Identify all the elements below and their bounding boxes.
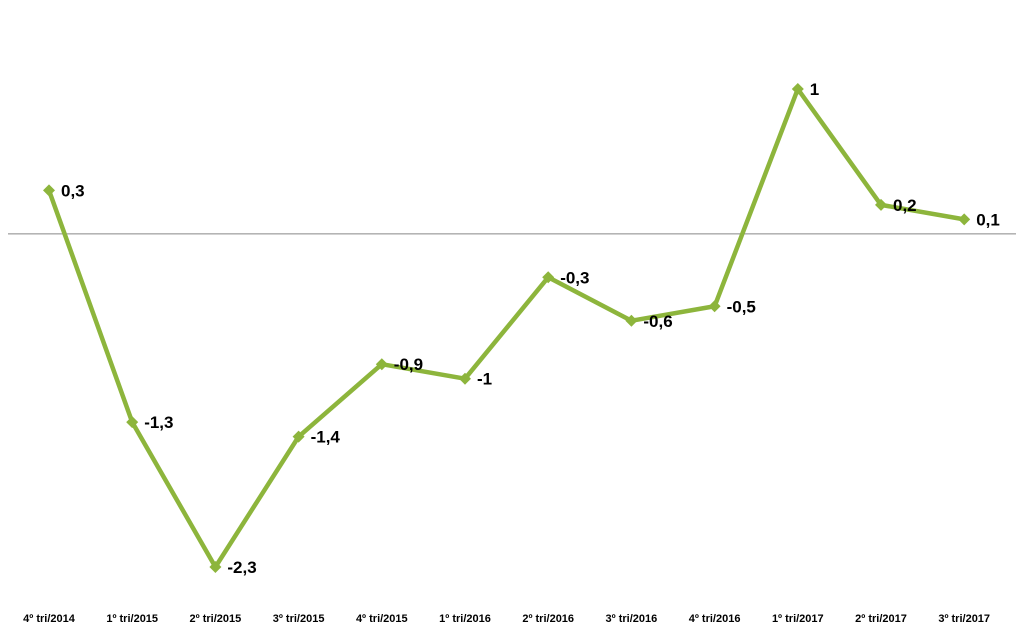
x-tick-label: 4º tri/2016 — [689, 613, 741, 625]
data-label: -1,3 — [144, 413, 173, 432]
data-point-marker — [459, 372, 471, 385]
x-tick-label: 1º tri/2017 — [772, 613, 824, 625]
data-point-marker — [292, 430, 305, 443]
data-point-marker — [43, 184, 55, 197]
data-label: -0,3 — [560, 268, 589, 287]
x-tick-label: 2º tri/2017 — [855, 613, 907, 625]
data-point-marker — [375, 358, 388, 371]
x-tick-label: 3º tri/2017 — [938, 613, 990, 625]
x-tick-label: 4º tri/2015 — [356, 613, 408, 625]
x-tick-label: 1º tri/2015 — [106, 613, 158, 625]
x-tick-label: 2º tri/2016 — [522, 613, 574, 625]
data-labels: 0,3 -1,3 -2,3 -1,4 -0,9 -1 -0,3 -0,6 -0,5 1 0,2 0,1 — [61, 80, 1000, 577]
data-label: -1,4 — [311, 428, 341, 447]
x-tick-label: 2º tri/2015 — [190, 613, 242, 625]
data-label: 0,1 — [976, 210, 1000, 229]
x-tick-label: 3º tri/2016 — [606, 613, 658, 625]
data-markers — [43, 83, 971, 573]
data-point-marker — [875, 198, 887, 211]
x-tick-label: 4º tri/2014 — [23, 613, 76, 625]
data-label: 1 — [810, 80, 819, 99]
series-line — [46, 86, 967, 570]
data-label: -2,3 — [227, 558, 256, 577]
data-point-marker — [625, 314, 638, 327]
data-label: -0,9 — [394, 355, 423, 374]
data-point-marker — [708, 300, 721, 313]
x-tick-label: 3º tri/2015 — [273, 613, 325, 625]
x-tick-label: 1º tri/2016 — [439, 613, 491, 625]
data-point-marker — [209, 561, 222, 573]
data-label: -0,5 — [727, 297, 756, 316]
data-label: 0,2 — [893, 196, 917, 215]
data-point-marker — [126, 416, 139, 429]
data-label: -0,6 — [643, 312, 672, 331]
data-label: 0,3 — [61, 181, 85, 200]
data-point-marker — [542, 271, 555, 284]
data-point-marker — [958, 213, 971, 226]
data-point-marker — [791, 83, 804, 95]
data-label: -1 — [477, 370, 492, 389]
x-axis-tick-labels: 4º tri/2014 1º tri/2015 2º tri/2015 3º tri/… — [23, 613, 990, 625]
